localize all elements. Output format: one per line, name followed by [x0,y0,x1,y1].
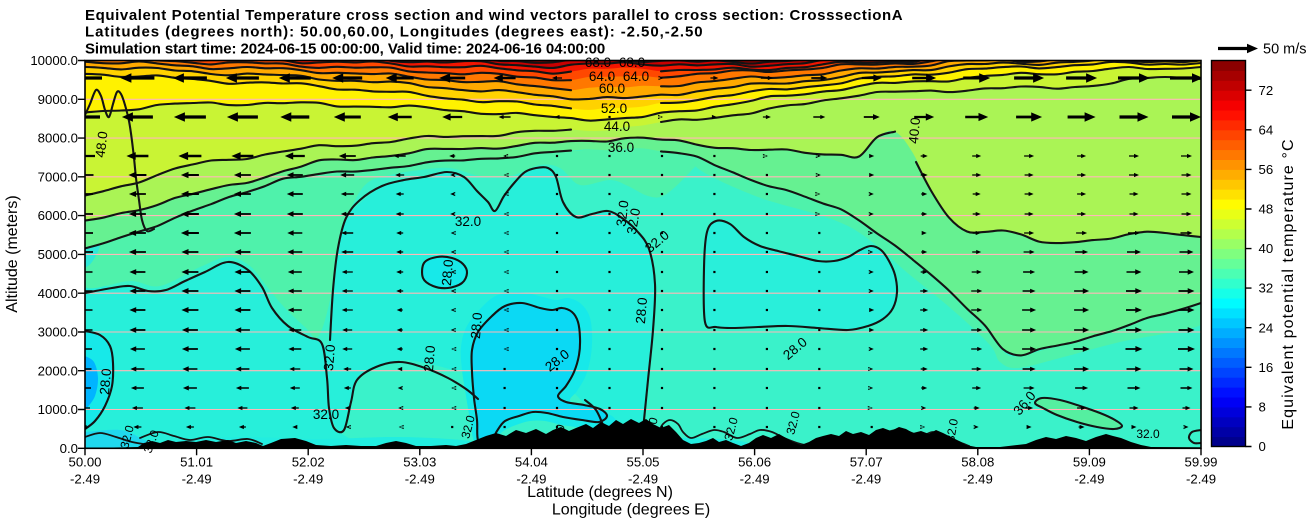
svg-text:54.04: 54.04 [515,455,548,470]
svg-text:32.0: 32.0 [624,207,643,235]
svg-text:8000.0: 8000.0 [38,131,78,146]
svg-text:5000.0: 5000.0 [38,247,78,262]
svg-text:32.0: 32.0 [458,414,478,440]
svg-text:-2.49: -2.49 [963,471,993,486]
svg-text:9000.0: 9000.0 [38,92,78,107]
svg-text:40.0: 40.0 [906,117,923,144]
svg-text:68.0: 68.0 [585,55,611,70]
svg-text:59.99: 59.99 [1184,455,1217,470]
svg-text:55.05: 55.05 [626,455,659,470]
svg-text:44.0: 44.0 [604,119,630,134]
svg-text:56: 56 [1259,162,1274,177]
svg-text:28.0: 28.0 [468,312,485,339]
svg-text:48: 48 [1259,202,1274,217]
svg-text:64.0: 64.0 [589,69,615,84]
svg-text:52.0: 52.0 [601,101,627,116]
svg-text:-2.49: -2.49 [405,471,435,486]
svg-text:4000.0: 4000.0 [38,286,78,301]
svg-text:-2.49: -2.49 [1074,471,1104,486]
svg-text:16: 16 [1259,360,1274,375]
svg-text:32.0: 32.0 [548,423,568,449]
svg-text:40: 40 [1259,241,1274,256]
svg-text:Equivalent potential temperatu: Equivalent potential temperature °C [1280,138,1297,429]
svg-text:0: 0 [1259,439,1266,454]
svg-text:Latitudes (degrees north): 50.: Latitudes (degrees north): 50.00,60.00, … [85,24,704,41]
svg-text:59.09: 59.09 [1073,455,1106,470]
svg-text:32.0: 32.0 [641,416,661,442]
svg-text:68.0: 68.0 [619,55,645,70]
svg-text:57.07: 57.07 [850,455,883,470]
svg-text:48.0: 48.0 [92,130,110,158]
svg-text:-2.49: -2.49 [516,471,546,486]
svg-text:51.01: 51.01 [180,455,213,470]
svg-text:1000.0: 1000.0 [38,402,78,417]
svg-text:-2.49: -2.49 [1186,471,1216,486]
svg-text:32.0: 32.0 [1136,427,1160,441]
svg-text:28.0: 28.0 [633,297,650,324]
svg-text:3000.0: 3000.0 [38,325,78,340]
svg-text:0.0: 0.0 [60,441,78,456]
svg-text:53.03: 53.03 [403,455,436,470]
svg-text:24: 24 [1259,320,1274,335]
svg-text:64: 64 [1259,122,1274,137]
svg-text:50.00: 50.00 [68,455,101,470]
svg-text:60.0: 60.0 [599,81,625,96]
svg-text:7000.0: 7000.0 [38,169,78,184]
svg-text:52.02: 52.02 [292,455,325,470]
svg-text:28.0: 28.0 [97,368,114,395]
svg-text:-2.49: -2.49 [182,471,212,486]
svg-text:64.0: 64.0 [623,69,649,84]
svg-text:32.0: 32.0 [721,416,741,442]
svg-text:Latitude (degrees N): Latitude (degrees N) [527,484,673,501]
svg-text:50 m/s: 50 m/s [1263,42,1307,58]
svg-text:-2.49: -2.49 [628,471,658,486]
svg-text:Equivalent Potential Temperatu: Equivalent Potential Temperature cross s… [85,7,903,24]
svg-text:72: 72 [1259,83,1274,98]
svg-text:28.0: 28.0 [421,345,438,372]
svg-text:32.0: 32.0 [943,417,961,443]
svg-text:6000.0: 6000.0 [38,208,78,223]
svg-text:32.0: 32.0 [117,424,137,450]
svg-text:32.0: 32.0 [455,214,481,229]
svg-text:32.0: 32.0 [321,344,338,371]
svg-text:-2.49: -2.49 [740,471,770,486]
svg-text:32.0: 32.0 [783,410,803,436]
svg-text:36.0: 36.0 [608,140,634,155]
svg-text:10000.0: 10000.0 [30,53,78,68]
svg-text:8: 8 [1259,400,1266,415]
svg-text:32.0: 32.0 [313,407,339,422]
svg-text:-2.49: -2.49 [851,471,881,486]
svg-text:56.06: 56.06 [738,455,771,470]
svg-text:58.08: 58.08 [961,455,994,470]
svg-text:Simulation start time: 2024-06: Simulation start time: 2024-06-15 00:00:… [85,40,605,57]
svg-text:Altitude (meters): Altitude (meters) [4,195,21,312]
svg-text:-2.49: -2.49 [293,471,323,486]
svg-text:-2.49: -2.49 [70,471,100,486]
svg-text:32.0: 32.0 [613,199,631,227]
svg-text:Longitude (degrees E): Longitude (degrees E) [552,502,710,519]
svg-text:2000.0: 2000.0 [38,363,78,378]
svg-text:32: 32 [1259,281,1274,296]
svg-text:28.0: 28.0 [439,259,456,286]
